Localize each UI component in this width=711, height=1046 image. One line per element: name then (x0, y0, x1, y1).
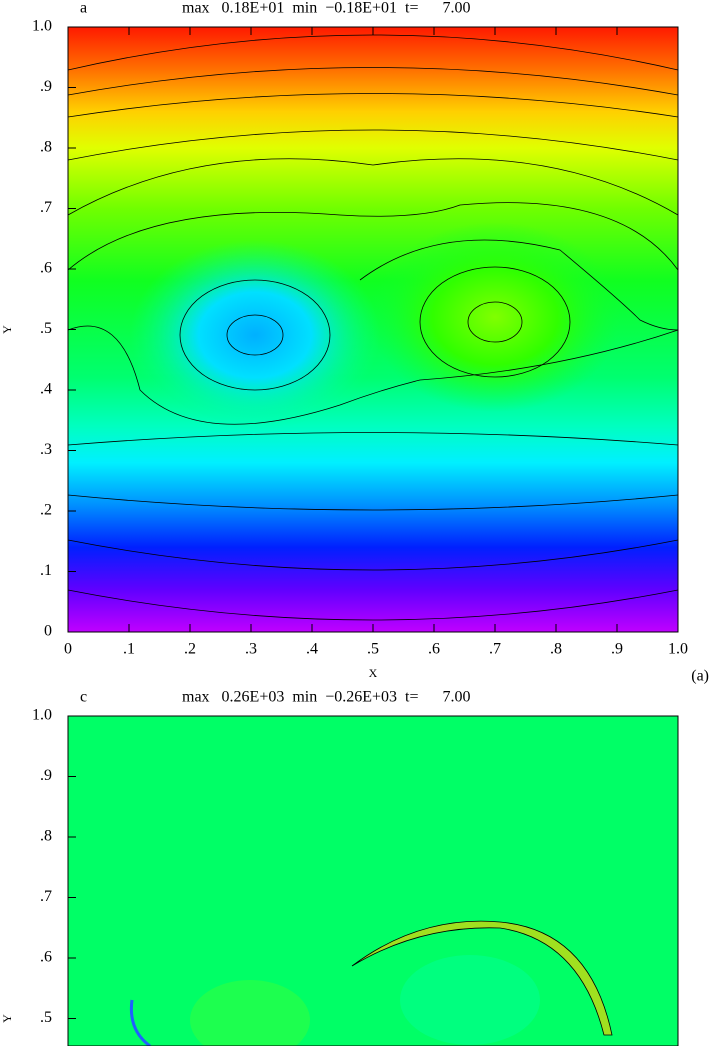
y-tick-label: .8 (40, 139, 52, 156)
y-axis-label: Y (0, 325, 14, 334)
field-a (67, 27, 679, 632)
x-tick-label: .1 (123, 641, 135, 658)
y-tick-label: .9 (40, 78, 52, 95)
x-tick-label: .8 (550, 641, 562, 658)
x-tick-label: .5 (367, 641, 379, 658)
y-tick-label: .3 (40, 441, 52, 458)
panel-letter: c (80, 689, 87, 706)
y-axis-label: Y (0, 1014, 14, 1023)
y-tick-label: .5 (40, 1009, 52, 1026)
y-tick-label: 1.0 (32, 18, 52, 35)
panel-letter: a (80, 0, 87, 17)
y-tick-label: .1 (40, 562, 52, 579)
y-tick-label: .9 (40, 767, 52, 784)
panel-label: (a) (691, 668, 709, 685)
y-tick-label: .2 (40, 502, 52, 519)
x-tick-label: .6 (428, 641, 440, 658)
plot-title: max 0.18E+01 min −0.18E+01 t= 7.00 (182, 0, 471, 17)
y-tick-label: .6 (40, 949, 52, 966)
x-tick-label: 0 (64, 641, 72, 658)
x-tick-label: .7 (489, 641, 501, 658)
x-tick-label: .9 (611, 641, 623, 658)
y-tick-label: .6 (40, 260, 52, 277)
y-tick-label: .7 (40, 199, 52, 216)
x-tick-label: 1.0 (668, 641, 688, 658)
y-tick-label: .7 (40, 888, 52, 905)
y-tick-label: .5 (40, 320, 52, 337)
y-tick-label: 1.0 (32, 707, 52, 724)
y-tick-label: 0 (44, 623, 52, 640)
y-tick-label: .8 (40, 828, 52, 845)
field-c (68, 716, 678, 1046)
x-tick-label: .4 (306, 641, 318, 658)
x-axis-label: X (369, 666, 378, 680)
plot-frame (67, 715, 679, 1046)
y-tick-label: .4 (40, 381, 52, 398)
x-tick-label: .3 (245, 641, 257, 658)
x-tick-label: .2 (184, 641, 196, 658)
plot-title: max 0.26E+03 min −0.26E+03 t= 7.00 (182, 689, 471, 706)
